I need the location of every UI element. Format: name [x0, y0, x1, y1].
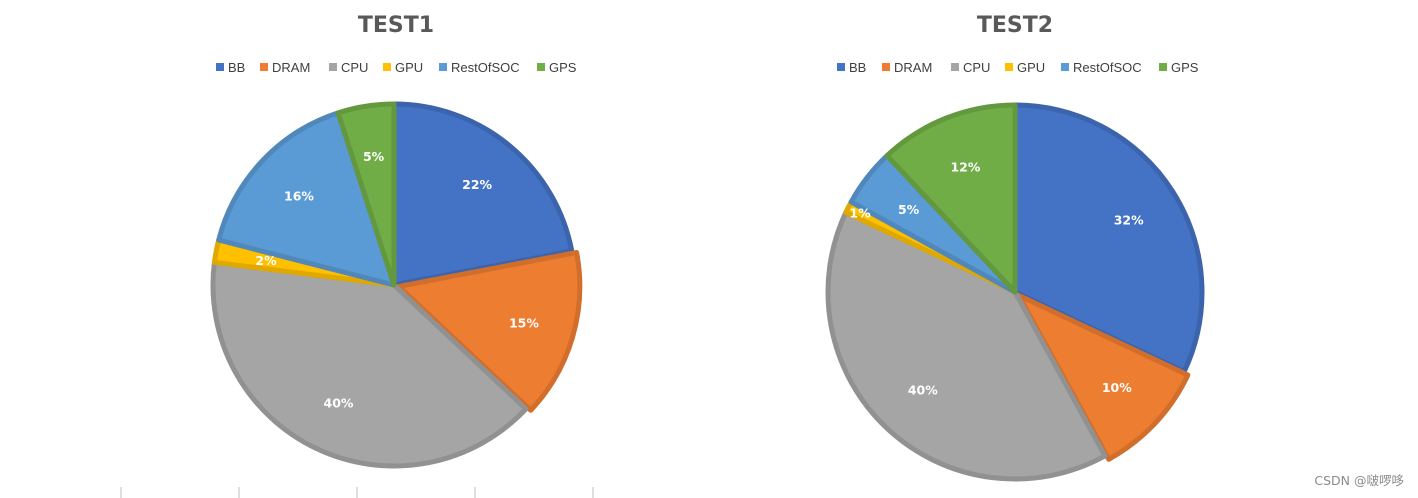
pie-slice-cpu: [210, 259, 529, 469]
legend-swatch-restofsoc: [1061, 63, 1069, 71]
legend-label-restofsoc: RestOfSOC: [1073, 60, 1142, 75]
chart-title: TEST2: [977, 13, 1053, 38]
pie-slice-dram: [1016, 292, 1191, 462]
pie-chart-test1: TEST1 BB DRAM CPU GPU RestOfSOC GPS 22% 1…: [210, 13, 583, 469]
pie-slices: [825, 102, 1205, 482]
data-label-dram: 15%: [509, 315, 539, 330]
legend-swatch-gps: [537, 63, 545, 71]
pie-slice-bb: [1012, 102, 1205, 375]
legend-label-dram: DRAM: [894, 60, 932, 75]
legend-swatch-cpu: [329, 63, 337, 71]
legend-label-cpu: CPU: [341, 60, 368, 75]
pie-slice-dram: [396, 249, 583, 413]
bottom-axis-ticks: [120, 487, 594, 498]
data-label-gpu: 1%: [849, 206, 871, 221]
data-label-bb: 32%: [1114, 212, 1144, 227]
legend-swatch-gpu: [1005, 63, 1013, 71]
data-label-cpu: 40%: [324, 395, 354, 410]
data-label-gpu: 2%: [255, 253, 277, 268]
legend-label-dram: DRAM: [272, 60, 310, 75]
legend: BB DRAM CPU GPU RestOfSOC GPS: [837, 60, 1199, 75]
legend-swatch-gpu: [383, 63, 391, 71]
legend-label-bb: BB: [849, 60, 866, 75]
legend-swatch-bb: [837, 63, 845, 71]
legend-label-gps: GPS: [549, 60, 577, 75]
legend-swatch-dram: [882, 63, 890, 71]
pie-slices: [210, 101, 583, 469]
pie-chart-test2: TEST2 BB DRAM CPU GPU RestOfSOC GPS 32% 1…: [825, 13, 1205, 482]
legend-label-gps: GPS: [1171, 60, 1199, 75]
legend-label-restofsoc: RestOfSOC: [451, 60, 520, 75]
data-label-restofsoc: 16%: [284, 188, 314, 203]
pie-slice-gps: [884, 102, 1018, 295]
pie-data-labels: 22% 15% 40% 2% 16% 5%: [255, 149, 539, 411]
pie-data-labels: 32% 10% 40% 1% 5% 12%: [849, 159, 1144, 397]
data-label-dram: 10%: [1102, 380, 1132, 395]
legend-swatch-gps: [1159, 63, 1167, 71]
data-label-restofsoc: 5%: [898, 202, 920, 217]
legend-label-cpu: CPU: [963, 60, 990, 75]
legend-swatch-restofsoc: [439, 63, 447, 71]
legend-swatch-bb: [216, 63, 224, 71]
watermark: CSDN @啵啰哆: [1314, 473, 1404, 488]
legend-label-gpu: GPU: [1017, 60, 1045, 75]
legend: BB DRAM CPU GPU RestOfSOC GPS: [216, 60, 577, 75]
data-label-cpu: 40%: [908, 383, 938, 398]
legend-label-gpu: GPU: [395, 60, 423, 75]
pie-slice-bb: [391, 101, 575, 288]
legend-swatch-cpu: [951, 63, 959, 71]
legend-swatch-dram: [260, 63, 268, 71]
data-label-gps: 12%: [950, 159, 980, 174]
data-label-bb: 22%: [462, 177, 492, 192]
pie-slice-gps: [335, 101, 397, 288]
chart-title: TEST1: [358, 13, 434, 38]
legend-label-bb: BB: [228, 60, 245, 75]
data-label-gps: 5%: [363, 149, 385, 164]
pie-slice-cpu: [825, 209, 1108, 482]
